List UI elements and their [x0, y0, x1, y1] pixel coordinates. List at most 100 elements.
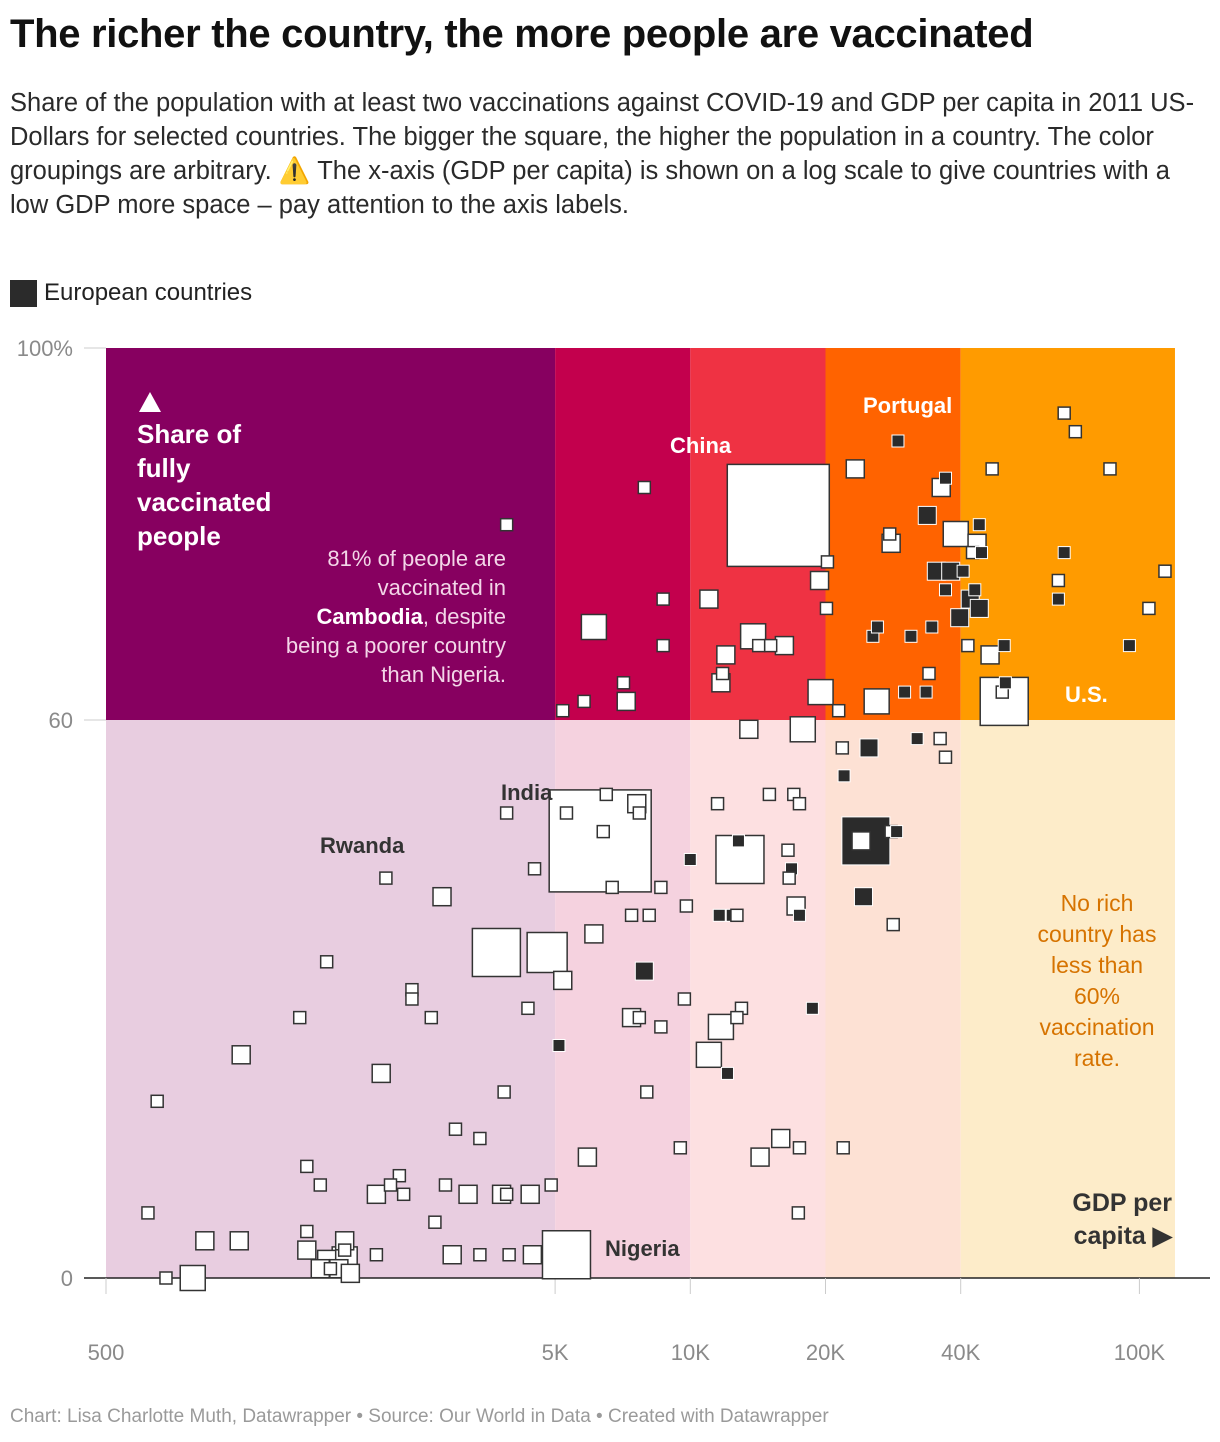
- legend: European countries: [10, 279, 252, 307]
- point: [541, 1230, 592, 1280]
- subtitle-text: Share of the population with at least tw…: [10, 89, 1195, 185]
- x-axis-title-line: GDP per: [1072, 1189, 1172, 1217]
- point: [179, 1264, 206, 1292]
- point: [473, 1248, 487, 1262]
- point: [845, 459, 866, 479]
- point: [473, 1131, 487, 1146]
- label-nigeria: Nigeria: [605, 1236, 680, 1261]
- point: [471, 927, 522, 978]
- point: [599, 787, 614, 802]
- point: [751, 638, 766, 653]
- point: [707, 1013, 735, 1041]
- point: [851, 831, 871, 851]
- point: [502, 1248, 516, 1262]
- point-european: [1122, 639, 1136, 653]
- point: [933, 731, 947, 746]
- point-european: [837, 769, 851, 783]
- point: [526, 931, 568, 974]
- point: [520, 1184, 540, 1205]
- point: [642, 908, 656, 923]
- point: [637, 480, 652, 495]
- point: [371, 1063, 391, 1084]
- point-european: [904, 629, 918, 643]
- point-european: [910, 732, 924, 746]
- point-european: [956, 564, 970, 578]
- point: [942, 520, 970, 548]
- point: [922, 666, 936, 681]
- point: [730, 908, 744, 923]
- point: [654, 1020, 668, 1034]
- rich-note-line: country has: [1038, 921, 1157, 947]
- point-european: [925, 620, 939, 634]
- label-us: U.S.: [1065, 682, 1108, 707]
- point: [771, 1128, 791, 1149]
- x-tick-label: 500: [88, 1340, 125, 1365]
- point: [739, 719, 759, 740]
- point-european: [1057, 546, 1071, 560]
- rich-note-line: No rich: [1061, 890, 1134, 916]
- point: [819, 601, 834, 616]
- cambodia-note-line: than Nigeria.: [381, 662, 506, 687]
- point: [300, 1224, 314, 1239]
- point: [791, 1206, 806, 1220]
- cambodia-bold: Cambodia: [316, 604, 423, 629]
- point: [807, 678, 834, 706]
- chart-subtitle: Share of the population with at least tw…: [10, 86, 1205, 222]
- point: [710, 796, 725, 811]
- point: [340, 1263, 361, 1284]
- y-axis-title-line: fully: [137, 453, 191, 483]
- y-tick-label: 60: [49, 708, 73, 733]
- point: [497, 1085, 511, 1099]
- point-european: [969, 598, 989, 618]
- up-triangle-icon: [139, 392, 161, 412]
- point-european: [950, 608, 970, 628]
- x-tick-label: 100K: [1114, 1340, 1166, 1365]
- point: [499, 806, 514, 820]
- cambodia-rest: , despite: [423, 604, 506, 629]
- point: [159, 1271, 173, 1285]
- x-tick-label: 5K: [542, 1340, 569, 1365]
- label-china: China: [670, 433, 732, 458]
- point: [580, 613, 608, 641]
- point: [499, 517, 514, 532]
- point: [715, 666, 730, 681]
- band-bottom-0: [106, 720, 556, 1278]
- point: [396, 1187, 411, 1202]
- point: [383, 1178, 398, 1192]
- point: [231, 1045, 251, 1065]
- point: [809, 570, 830, 591]
- point: [654, 880, 668, 895]
- point: [789, 716, 817, 743]
- point-european: [731, 834, 745, 848]
- point: [656, 592, 670, 606]
- band-bottom-4: [960, 720, 1175, 1278]
- y-tick-label: 0: [61, 1266, 73, 1291]
- point-european: [997, 639, 1011, 653]
- point-european: [917, 505, 937, 525]
- point-european: [968, 583, 982, 597]
- point: [820, 555, 835, 569]
- warning-icon: ⚠️: [278, 157, 311, 185]
- point: [836, 1141, 850, 1155]
- band-top-1: [555, 348, 691, 720]
- point: [544, 1178, 558, 1192]
- label-portugal: Portugal: [863, 393, 952, 418]
- point: [300, 1159, 314, 1174]
- point-european: [859, 738, 879, 758]
- point-european: [890, 825, 904, 839]
- point-european: [974, 546, 988, 560]
- point: [781, 843, 795, 857]
- point: [1051, 573, 1066, 588]
- point: [730, 1010, 744, 1025]
- y-tick-label: 100%: [17, 336, 73, 361]
- point: [319, 955, 334, 969]
- y-axis-title-line: vaccinated: [137, 487, 271, 517]
- point: [699, 589, 719, 609]
- point: [605, 880, 619, 895]
- point-european: [870, 620, 884, 634]
- point-european: [891, 434, 905, 448]
- point: [499, 1187, 514, 1202]
- point-european: [938, 471, 952, 485]
- point: [556, 703, 570, 718]
- point: [424, 1010, 439, 1025]
